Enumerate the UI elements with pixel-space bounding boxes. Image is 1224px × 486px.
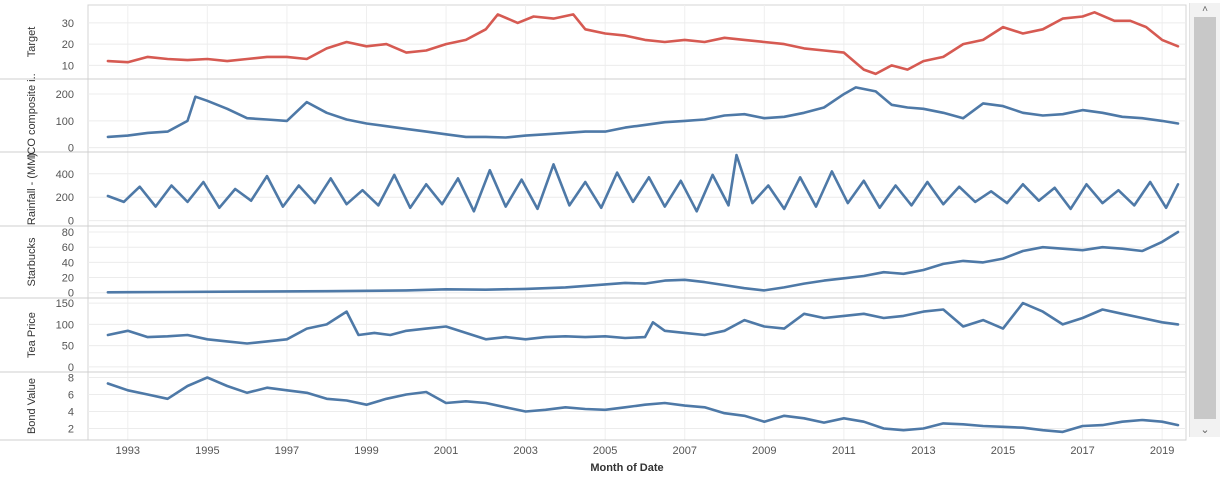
y-tick-label: 6 — [68, 390, 74, 402]
y-tick-label: 2 — [68, 424, 74, 436]
y-tick-label: 4 — [68, 407, 74, 419]
y-tick-label: 10 — [62, 60, 74, 72]
y-tick-label: 400 — [56, 169, 74, 181]
y-tick-label: 50 — [62, 341, 74, 353]
x-tick-label: 1997 — [275, 445, 299, 457]
scroll-up-icon[interactable]: ˄ — [1202, 4, 1208, 15]
y-tick-label: 100 — [56, 116, 74, 128]
y-tick-label: 80 — [62, 227, 74, 239]
series-line — [106, 153, 1180, 213]
scroll-thumb[interactable] — [1194, 17, 1216, 419]
x-tick-label: 2003 — [513, 445, 537, 457]
panel-title: Target — [26, 27, 38, 58]
y-tick-label: 30 — [62, 18, 74, 30]
panel-ico-composite-i: 0 100 200 ICO composite i.. — [0, 73, 1186, 158]
panel-tea-price: 0 50 100 150 Tea Price — [0, 298, 1186, 374]
y-tick-label: 8 — [68, 373, 74, 385]
y-tick-label: 200 — [56, 192, 74, 204]
series-line — [106, 230, 1180, 294]
x-tick-label: 2007 — [672, 445, 696, 457]
series-line — [106, 86, 1180, 139]
x-tick-label: 2011 — [832, 445, 856, 457]
y-tick-label: 40 — [62, 257, 74, 269]
panel-rainfall-mm: 0 200 400 Rainfall - (MM) — [0, 153, 1186, 228]
scroll-down-icon[interactable]: ⌄ — [1200, 424, 1210, 436]
panel-title: Rainfall - (MM) — [26, 153, 38, 225]
x-axis-title: Month of Date — [590, 462, 663, 474]
x-tick-label: 2009 — [752, 445, 776, 457]
panel-starbucks: 0 20 40 60 80 Starbucks — [0, 227, 1186, 300]
x-tick-label: 1995 — [195, 445, 219, 457]
x-tick-label: 2015 — [991, 445, 1015, 457]
y-tick-label: 100 — [56, 319, 74, 331]
y-tick-label: 20 — [62, 39, 74, 51]
series-line — [106, 11, 1180, 76]
y-tick-label: 0 — [68, 362, 74, 374]
vertical-scrollbar[interactable]: ˄ ⌄ — [1189, 3, 1220, 437]
y-tick-label: 20 — [62, 273, 74, 285]
panel-title: Bond Value — [26, 378, 38, 434]
y-tick-label: 150 — [56, 298, 74, 310]
x-tick-label: 2013 — [911, 445, 935, 457]
x-tick-label: 1999 — [354, 445, 378, 457]
panel-target: 10 20 30 Target — [0, 11, 1186, 80]
y-tick-label: 0 — [68, 143, 74, 155]
x-tick-label: 2017 — [1070, 445, 1094, 457]
plot-frame — [87, 4, 1187, 441]
y-tick-label: 0 — [68, 216, 74, 228]
panel-title: Tea Price — [26, 312, 38, 358]
x-tick-label: 2001 — [434, 445, 458, 457]
panel-title: ICO composite i.. — [26, 73, 38, 157]
series-line — [106, 376, 1180, 434]
y-tick-label: 200 — [56, 89, 74, 101]
panel-title: Starbucks — [26, 237, 38, 286]
x-tick-label: 2019 — [1150, 445, 1174, 457]
y-tick-label: 0 — [68, 288, 74, 300]
series-line — [106, 301, 1180, 345]
panel-bond-value: 2 4 6 8 Bond Value — [0, 373, 1186, 441]
x-tick-label: 2005 — [593, 445, 617, 457]
x-tick-label: 1993 — [116, 445, 140, 457]
y-tick-label: 60 — [62, 242, 74, 254]
